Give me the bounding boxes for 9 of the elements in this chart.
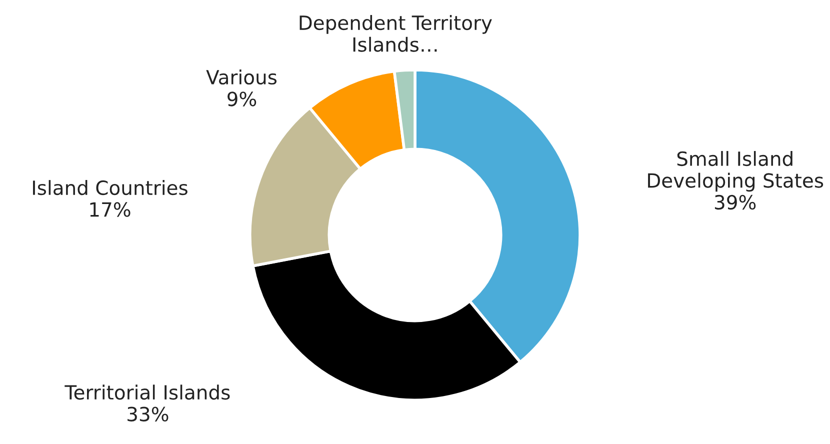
data-label: 33% [128,406,168,422]
data-label: 39% [714,194,756,210]
slice-label: Territorial Islands [64,384,230,400]
slice-label: Small Island Developing States [648,151,824,192]
slice-label: Various [206,70,277,85]
data-label: 9% [228,92,256,106]
slice-label: Island Countries [33,180,188,196]
slice-label: Dependent Territory Islands… [300,15,492,52]
data-label: 17% [90,202,130,217]
